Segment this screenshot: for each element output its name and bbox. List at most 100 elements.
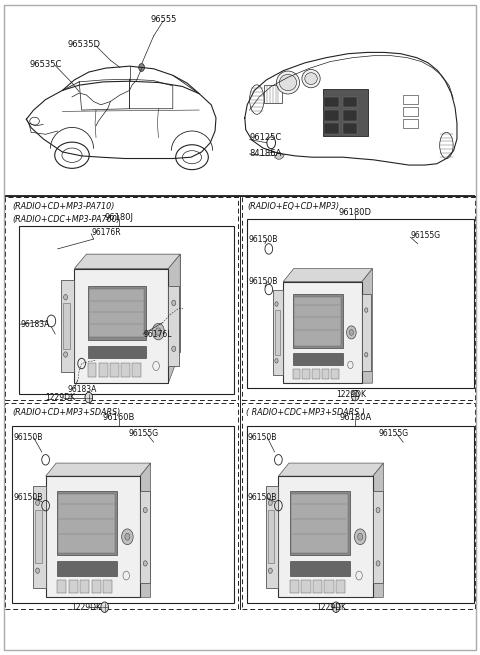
Bar: [63, 303, 70, 348]
Circle shape: [36, 500, 39, 506]
Polygon shape: [283, 269, 372, 282]
Text: 96150B: 96150B: [248, 277, 277, 286]
Text: 96155G: 96155G: [378, 429, 408, 438]
Bar: [301, 580, 311, 593]
Circle shape: [376, 561, 380, 566]
Text: 1229DK: 1229DK: [336, 390, 366, 399]
Circle shape: [365, 308, 368, 312]
Text: 1229DK: 1229DK: [316, 603, 346, 612]
Bar: [12, 426, 234, 603]
Bar: [5, 195, 475, 196]
Circle shape: [144, 561, 147, 566]
Circle shape: [275, 302, 278, 306]
Text: 96180J: 96180J: [105, 213, 133, 222]
Bar: [362, 294, 371, 371]
Circle shape: [351, 390, 359, 401]
Ellipse shape: [302, 69, 320, 88]
Bar: [74, 269, 168, 383]
Bar: [312, 369, 320, 379]
Bar: [290, 561, 350, 576]
Bar: [278, 476, 373, 597]
Bar: [19, 226, 234, 394]
Text: (RADIO+CD+MP3-PA710): (RADIO+CD+MP3-PA710): [12, 202, 114, 211]
Bar: [403, 119, 418, 128]
Polygon shape: [46, 463, 151, 476]
Ellipse shape: [279, 74, 297, 90]
Bar: [247, 219, 474, 388]
Circle shape: [101, 602, 108, 612]
Bar: [322, 369, 329, 379]
Bar: [266, 486, 278, 588]
Text: (RADIO+EQ+CD+MP3): (RADIO+EQ+CD+MP3): [247, 202, 339, 211]
Circle shape: [172, 300, 176, 306]
Bar: [283, 282, 362, 383]
Text: 96535C: 96535C: [29, 60, 62, 69]
Bar: [80, 580, 89, 593]
Bar: [343, 97, 357, 107]
Bar: [323, 89, 368, 136]
Bar: [324, 110, 339, 121]
Text: (RADIO+CDC+MP3-PA760): (RADIO+CDC+MP3-PA760): [12, 215, 120, 224]
Circle shape: [36, 568, 39, 573]
Bar: [403, 107, 418, 116]
Circle shape: [63, 352, 68, 357]
Bar: [33, 486, 46, 588]
Bar: [403, 95, 418, 104]
Circle shape: [275, 359, 278, 363]
Bar: [110, 363, 119, 377]
Text: 1229DK: 1229DK: [71, 603, 101, 612]
Text: 96150B: 96150B: [248, 234, 277, 244]
Circle shape: [152, 324, 164, 340]
Bar: [343, 110, 357, 121]
Bar: [247, 426, 474, 603]
Bar: [88, 346, 146, 358]
Text: 96150B: 96150B: [247, 433, 276, 442]
Text: 96150B: 96150B: [13, 433, 43, 442]
Bar: [324, 97, 339, 107]
Bar: [57, 580, 66, 593]
Bar: [92, 580, 101, 593]
Bar: [69, 580, 78, 593]
Text: 96555: 96555: [150, 15, 176, 24]
Text: 96180D: 96180D: [339, 208, 372, 217]
Circle shape: [63, 295, 68, 300]
Text: (RADIO+CD+MP3+SDARS): (RADIO+CD+MP3+SDARS): [12, 408, 120, 417]
Bar: [132, 363, 141, 377]
Text: 96183A: 96183A: [67, 385, 96, 394]
Polygon shape: [168, 254, 180, 383]
Text: 96150B: 96150B: [247, 493, 276, 502]
Circle shape: [354, 529, 366, 545]
Polygon shape: [278, 463, 384, 476]
Bar: [140, 491, 150, 583]
Bar: [89, 290, 144, 337]
Bar: [61, 280, 74, 371]
Text: 96183A: 96183A: [21, 320, 50, 329]
Bar: [58, 495, 115, 553]
Circle shape: [156, 328, 161, 335]
Text: 96180A: 96180A: [339, 413, 372, 422]
Bar: [46, 476, 140, 597]
Bar: [294, 297, 341, 346]
Text: 96150B: 96150B: [13, 493, 43, 502]
Bar: [324, 580, 334, 593]
Bar: [293, 352, 343, 365]
Circle shape: [358, 533, 363, 540]
Text: 1229DK: 1229DK: [46, 393, 75, 402]
Bar: [168, 286, 180, 366]
Bar: [293, 369, 300, 379]
Text: 96176L: 96176L: [143, 329, 171, 339]
Circle shape: [332, 602, 340, 612]
Circle shape: [376, 508, 380, 513]
Bar: [290, 580, 299, 593]
Circle shape: [347, 326, 356, 339]
Polygon shape: [74, 254, 180, 269]
Bar: [103, 580, 112, 593]
Bar: [35, 510, 42, 563]
Text: 84186A: 84186A: [250, 149, 282, 158]
Text: 96160B: 96160B: [103, 413, 135, 422]
Bar: [88, 363, 96, 377]
Bar: [264, 85, 282, 103]
Circle shape: [121, 529, 133, 545]
Text: 96125C: 96125C: [250, 133, 282, 142]
Bar: [121, 363, 130, 377]
